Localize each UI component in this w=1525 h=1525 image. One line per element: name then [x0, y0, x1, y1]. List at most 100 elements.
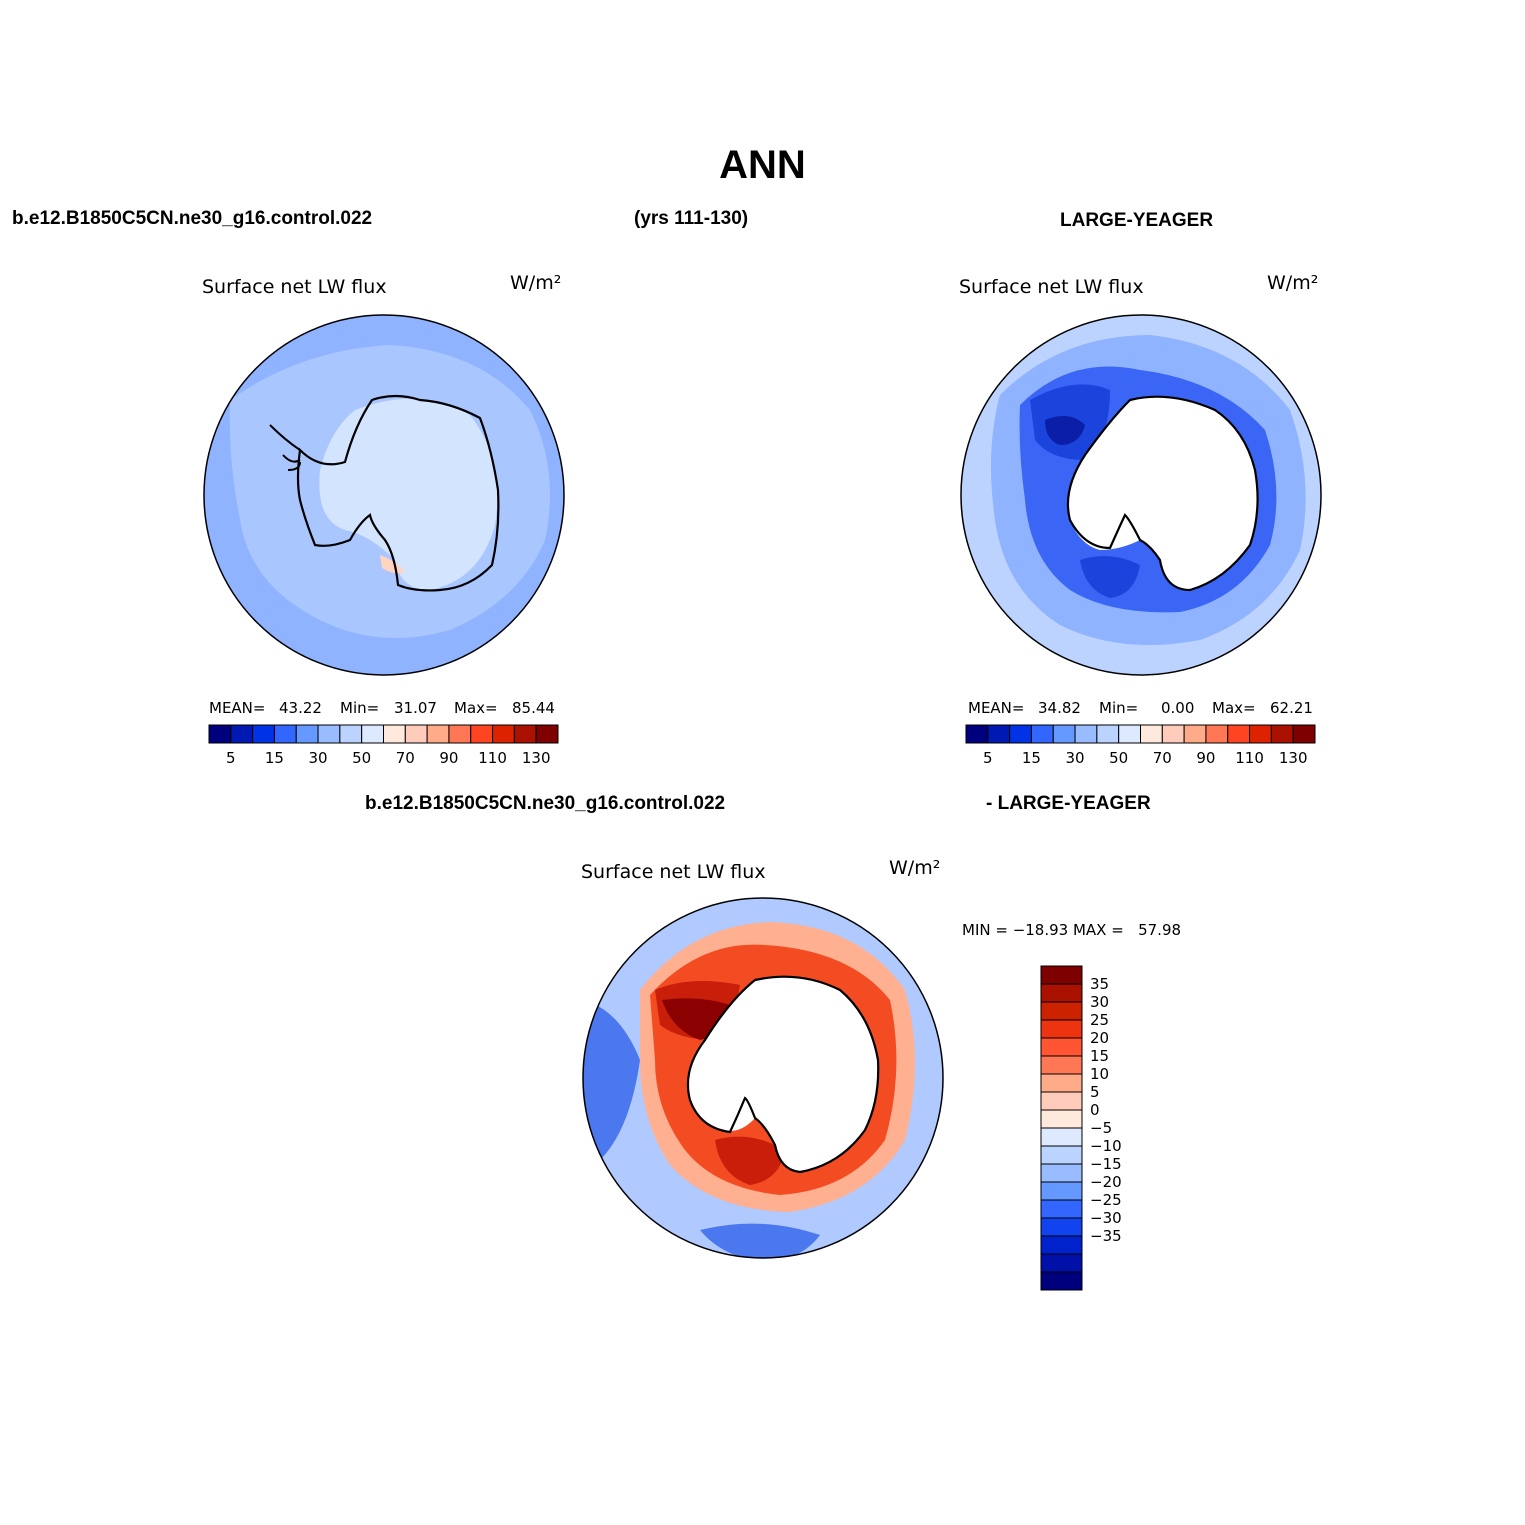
- cb3-tick-label: 0: [1090, 1101, 1100, 1119]
- panel1-mean-label: MEAN=: [209, 699, 266, 717]
- map-panel-model: [204, 315, 564, 675]
- cb2-swatch: [1249, 724, 1272, 744]
- cb1-swatch: [470, 724, 494, 744]
- cb3-tick-label: −5: [1090, 1119, 1112, 1137]
- cb1-swatch: [404, 724, 428, 744]
- cb3-swatch: [1040, 1235, 1083, 1255]
- p3-south-dark: [715, 1136, 785, 1185]
- panel1-min-value: 31.07: [394, 699, 437, 717]
- cb2-swatch: [1161, 724, 1185, 744]
- cb1-tick-label: 15: [265, 749, 284, 767]
- panel2-max-value: 62.21: [1270, 699, 1313, 717]
- cb3-swatch: [1040, 1073, 1083, 1093]
- years-label: (yrs 111-130): [634, 208, 749, 229]
- p3-blue-west: [583, 1000, 640, 1160]
- cb2-tick-label: 110: [1235, 749, 1264, 767]
- cb3-tick-label: 5: [1090, 1083, 1100, 1101]
- p3-frame: [582, 897, 944, 1259]
- cb1-swatch: [317, 724, 341, 744]
- colorbar-obs: 5 15 30 50 70 90 110 130: [965, 724, 1316, 767]
- cb2-swatch: [965, 724, 989, 744]
- cb3-swatch: [1040, 1163, 1083, 1183]
- p1-warm-spot: [380, 555, 405, 574]
- panel2-units: W/m²: [1267, 272, 1319, 294]
- cb1-swatch: [426, 724, 450, 744]
- cb3-tick-label: −10: [1090, 1137, 1122, 1155]
- cb3-swatch: [1040, 1199, 1083, 1219]
- cb3-swatch: [1040, 1127, 1083, 1147]
- cb3-tick-label: 35: [1090, 975, 1109, 993]
- cb2-swatch: [1009, 724, 1032, 744]
- cb3-swatch: [1040, 1217, 1083, 1237]
- cb2-swatch: [1205, 724, 1229, 744]
- cb1-swatch: [208, 724, 232, 744]
- diff-obs-label: - LARGE-YEAGER: [986, 793, 1151, 814]
- cb2-swatch: [987, 724, 1011, 744]
- panel2-variable: Surface net LW flux: [959, 276, 1144, 298]
- cb3-swatch: [1040, 983, 1083, 1003]
- cb3-swatch: [1040, 1001, 1083, 1021]
- p2-darker-south: [1080, 556, 1140, 598]
- p1-coast: [296, 394, 500, 592]
- cb1-swatch: [492, 724, 515, 744]
- page-title: ANN: [719, 143, 806, 187]
- cb3-tick-label: −30: [1090, 1209, 1122, 1227]
- cb2-tick-label: 90: [1196, 749, 1215, 767]
- map-panel-obs: [961, 315, 1321, 675]
- cb3-tick-label: −20: [1090, 1173, 1122, 1191]
- p1-peninsula: [269, 424, 301, 471]
- cb2-tick-label: 5: [983, 749, 993, 767]
- cb2-swatch: [1074, 724, 1098, 744]
- panel2-min-label: Min=: [1099, 699, 1139, 717]
- p1-frame: [203, 314, 565, 676]
- panel1-min-label: Min=: [340, 699, 380, 717]
- obs-label: LARGE-YEAGER: [1060, 210, 1214, 231]
- cb2-swatch: [1096, 724, 1120, 744]
- p3-coast: [686, 975, 880, 1174]
- diff-case-label: b.e12.B1850C5CN.ne30_g16.control.022: [365, 793, 726, 814]
- cb1-swatch: [448, 724, 472, 744]
- cb1-swatch: [339, 724, 363, 744]
- cb3-swatch: [1040, 1271, 1083, 1291]
- panel2-max-label: Max=: [1212, 699, 1256, 717]
- cb3-tick-label: 15: [1090, 1047, 1109, 1065]
- cb1-tick-label: 130: [522, 749, 551, 767]
- panel2-mean-value: 34.82: [1038, 699, 1081, 717]
- cb1-swatch: [230, 724, 254, 744]
- cb3-tick-label: −15: [1090, 1155, 1122, 1173]
- cb3-tick-label: 20: [1090, 1029, 1109, 1047]
- cb1-tick-label: 90: [439, 749, 458, 767]
- cb3-swatch: [1040, 1091, 1083, 1111]
- cb3-swatch: [1040, 965, 1083, 985]
- p2-frame: [960, 314, 1322, 676]
- panel2-mean-label: MEAN=: [968, 699, 1025, 717]
- panel1-max-label: Max=: [454, 699, 498, 717]
- cb2-tick-label: 30: [1066, 749, 1085, 767]
- panel1-units: W/m²: [510, 272, 562, 294]
- cb1-swatch: [252, 724, 275, 744]
- cb1-swatch: [383, 724, 406, 744]
- cb3-swatch: [1040, 1253, 1083, 1273]
- cb3-swatch: [1040, 1181, 1083, 1201]
- cb3-tick-label: −25: [1090, 1191, 1122, 1209]
- cb1-swatch: [535, 724, 559, 744]
- panel3-units: W/m²: [889, 857, 941, 879]
- cb2-swatch: [1292, 724, 1316, 744]
- cb2-tick-label: 15: [1022, 749, 1041, 767]
- colorbar-model: 5 15 30 50 70 90 110 130: [208, 724, 559, 767]
- cb2-swatch: [1227, 724, 1251, 744]
- panel1-mean-value: 43.22: [279, 699, 322, 717]
- cb3-swatch: [1040, 1055, 1083, 1075]
- p3-blue-south: [700, 1223, 820, 1258]
- cb2-swatch: [1118, 724, 1141, 744]
- cb2-swatch: [1183, 724, 1207, 744]
- cb2-tick-label: 130: [1279, 749, 1308, 767]
- cb2-tick-label: 50: [1109, 749, 1128, 767]
- cb3-tick-label: 30: [1090, 993, 1109, 1011]
- cb1-swatch: [513, 724, 537, 744]
- map-panel-diff: [583, 898, 943, 1258]
- cb3-swatch: [1040, 1145, 1083, 1165]
- cb2-swatch: [1052, 724, 1076, 744]
